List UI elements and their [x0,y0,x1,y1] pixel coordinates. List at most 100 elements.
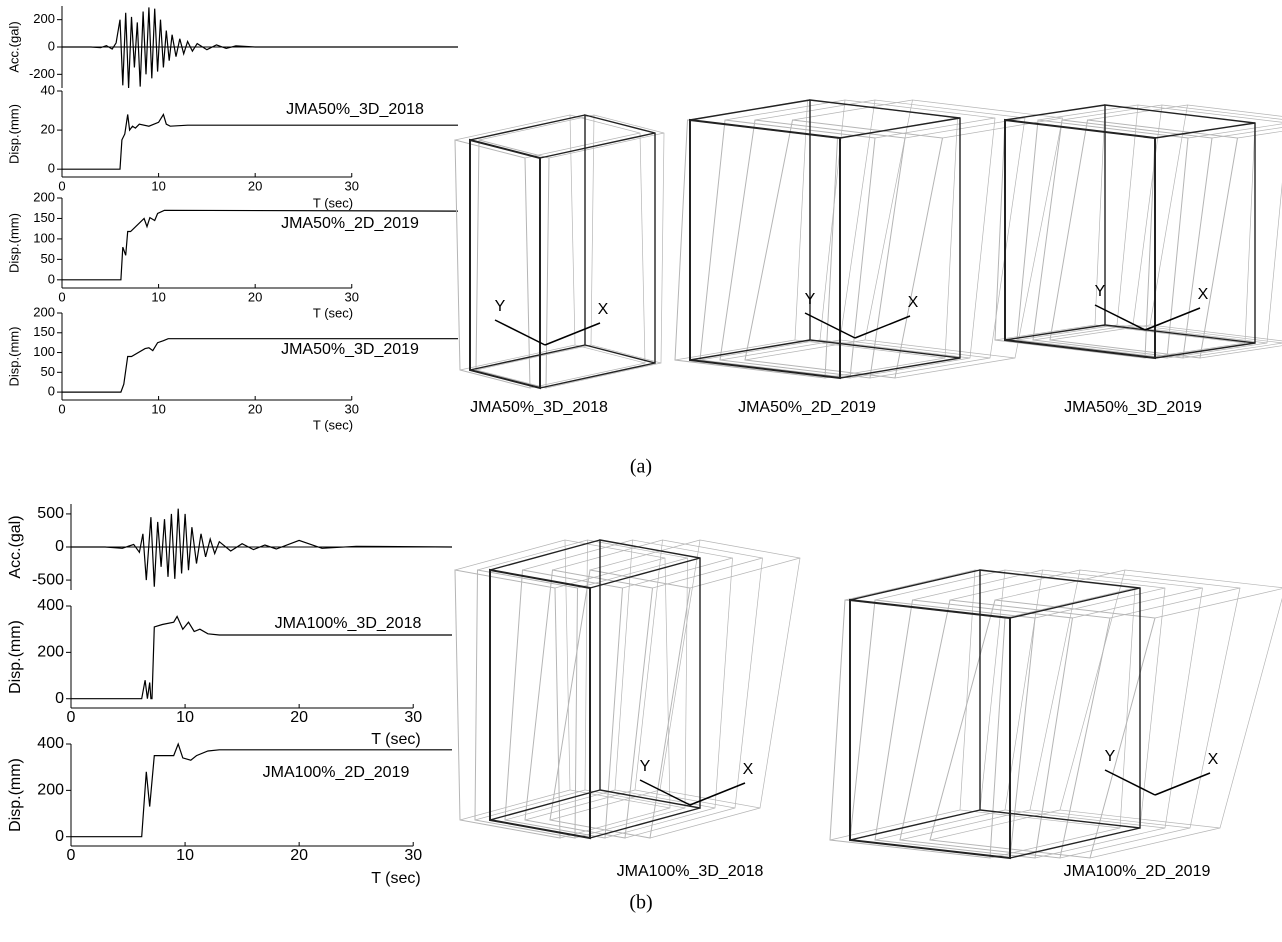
frame [460,790,570,820]
axis-arrow [855,316,910,338]
annotation: JMA100%_2D_2019 [263,764,410,781]
axis-label: X [598,301,609,318]
x-axis-label: T (sec) [371,731,420,748]
panel-label: (b) [629,892,652,914]
axis-label: Y [805,291,816,308]
x-tick-label: 20 [290,847,308,864]
x-axis-label: T (sec) [313,305,353,320]
frame [895,358,1015,378]
data-line [62,7,458,88]
x-tick-label: 0 [58,178,65,193]
frame [725,100,845,120]
frame [578,558,688,588]
frame [523,540,633,570]
x-tick-label: 30 [345,178,359,193]
view-caption: JMA100%_2D_2019 [1064,863,1211,880]
y-tick-label: 0 [48,38,55,53]
frame [690,100,810,120]
x-tick-label: 10 [176,847,194,864]
figure: (a) (b) -2000200Acc.(gal)02040Disp.(mm)0… [0,0,1282,942]
frame [1060,828,1190,858]
view-caption: JMA50%_3D_2019 [1064,399,1202,416]
y-tick-label: 0 [48,384,55,399]
frame [490,540,600,570]
frame [865,100,1063,358]
y-tick-label: 0 [48,161,55,176]
annotation: JMA50%_3D_2019 [281,341,419,358]
axis-arrow [1155,773,1210,795]
frame [625,808,735,838]
x-tick-label: 20 [290,709,308,726]
axis-label: Y [495,298,506,315]
frame [820,100,995,358]
axis-label: X [1208,751,1219,768]
frame [455,115,570,140]
view-caption: JMA50%_3D_2018 [470,399,608,416]
frame [690,120,840,378]
frame [850,810,980,840]
annotation: JMA100%_3D_2018 [275,615,422,632]
y-tick-label: 150 [33,324,55,339]
axis-arrow [1145,308,1200,330]
axis-label: X [743,761,754,778]
frame [840,100,1025,358]
axis-arrow [545,323,600,345]
view-caption: JMA50%_2D_2019 [738,399,876,416]
x-tick-label: 10 [176,709,194,726]
y-tick-label: -200 [29,66,55,81]
data-line [71,509,452,587]
y-tick-label: 100 [33,230,55,245]
frame [900,600,1110,858]
frame [460,345,575,370]
x-tick-label: 30 [404,709,422,726]
frame [690,340,810,360]
frame [455,570,560,838]
frame [700,340,820,360]
y-axis-label: Disp.(mm) [6,104,21,164]
axis-label: Y [1105,748,1116,765]
frame [1030,570,1240,828]
axis-label: Y [1095,283,1106,300]
frame [455,540,565,570]
frame [570,115,645,363]
x-tick-label: 20 [248,289,262,304]
frame [755,100,875,120]
axis-arrow [805,313,855,338]
y-tick-label: 0 [48,271,55,286]
y-tick-label: 0 [55,690,64,707]
frame [525,790,635,820]
frame [1033,120,1212,358]
y-axis-label: Disp.(mm) [7,620,24,694]
y-tick-label: 0 [55,538,64,555]
frame [1073,588,1203,618]
y-tick-label: 200 [37,782,64,799]
frame [1183,343,1282,358]
x-tick-label: 10 [151,289,165,304]
y-tick-label: 40 [41,82,55,97]
view-caption: JMA100%_3D_2018 [617,863,764,880]
y-axis-label: Acc.(gal) [7,515,24,578]
x-tick-label: 30 [345,401,359,416]
y-tick-label: 200 [33,11,55,26]
frame [850,600,1010,858]
x-tick-label: 0 [58,401,65,416]
frame [1117,105,1282,343]
frame [546,363,661,388]
x-axis-label: T (sec) [313,417,353,432]
y-axis-label: Acc.(gal) [6,21,21,72]
panel-label: (a) [630,456,652,478]
frame [720,120,905,378]
frame [525,133,640,158]
frame [1062,105,1162,120]
x-tick-label: 0 [67,709,76,726]
x-axis-label: T (sec) [371,870,420,887]
x-axis-label: T (sec) [313,195,353,210]
frame [476,345,591,370]
x-tick-label: 30 [404,847,422,864]
frame [1035,588,1165,618]
y-axis-label: Disp.(mm) [6,327,21,387]
frame [470,115,585,140]
y-tick-label: 400 [37,597,64,614]
frame [1150,105,1282,343]
y-tick-label: 500 [37,505,64,522]
